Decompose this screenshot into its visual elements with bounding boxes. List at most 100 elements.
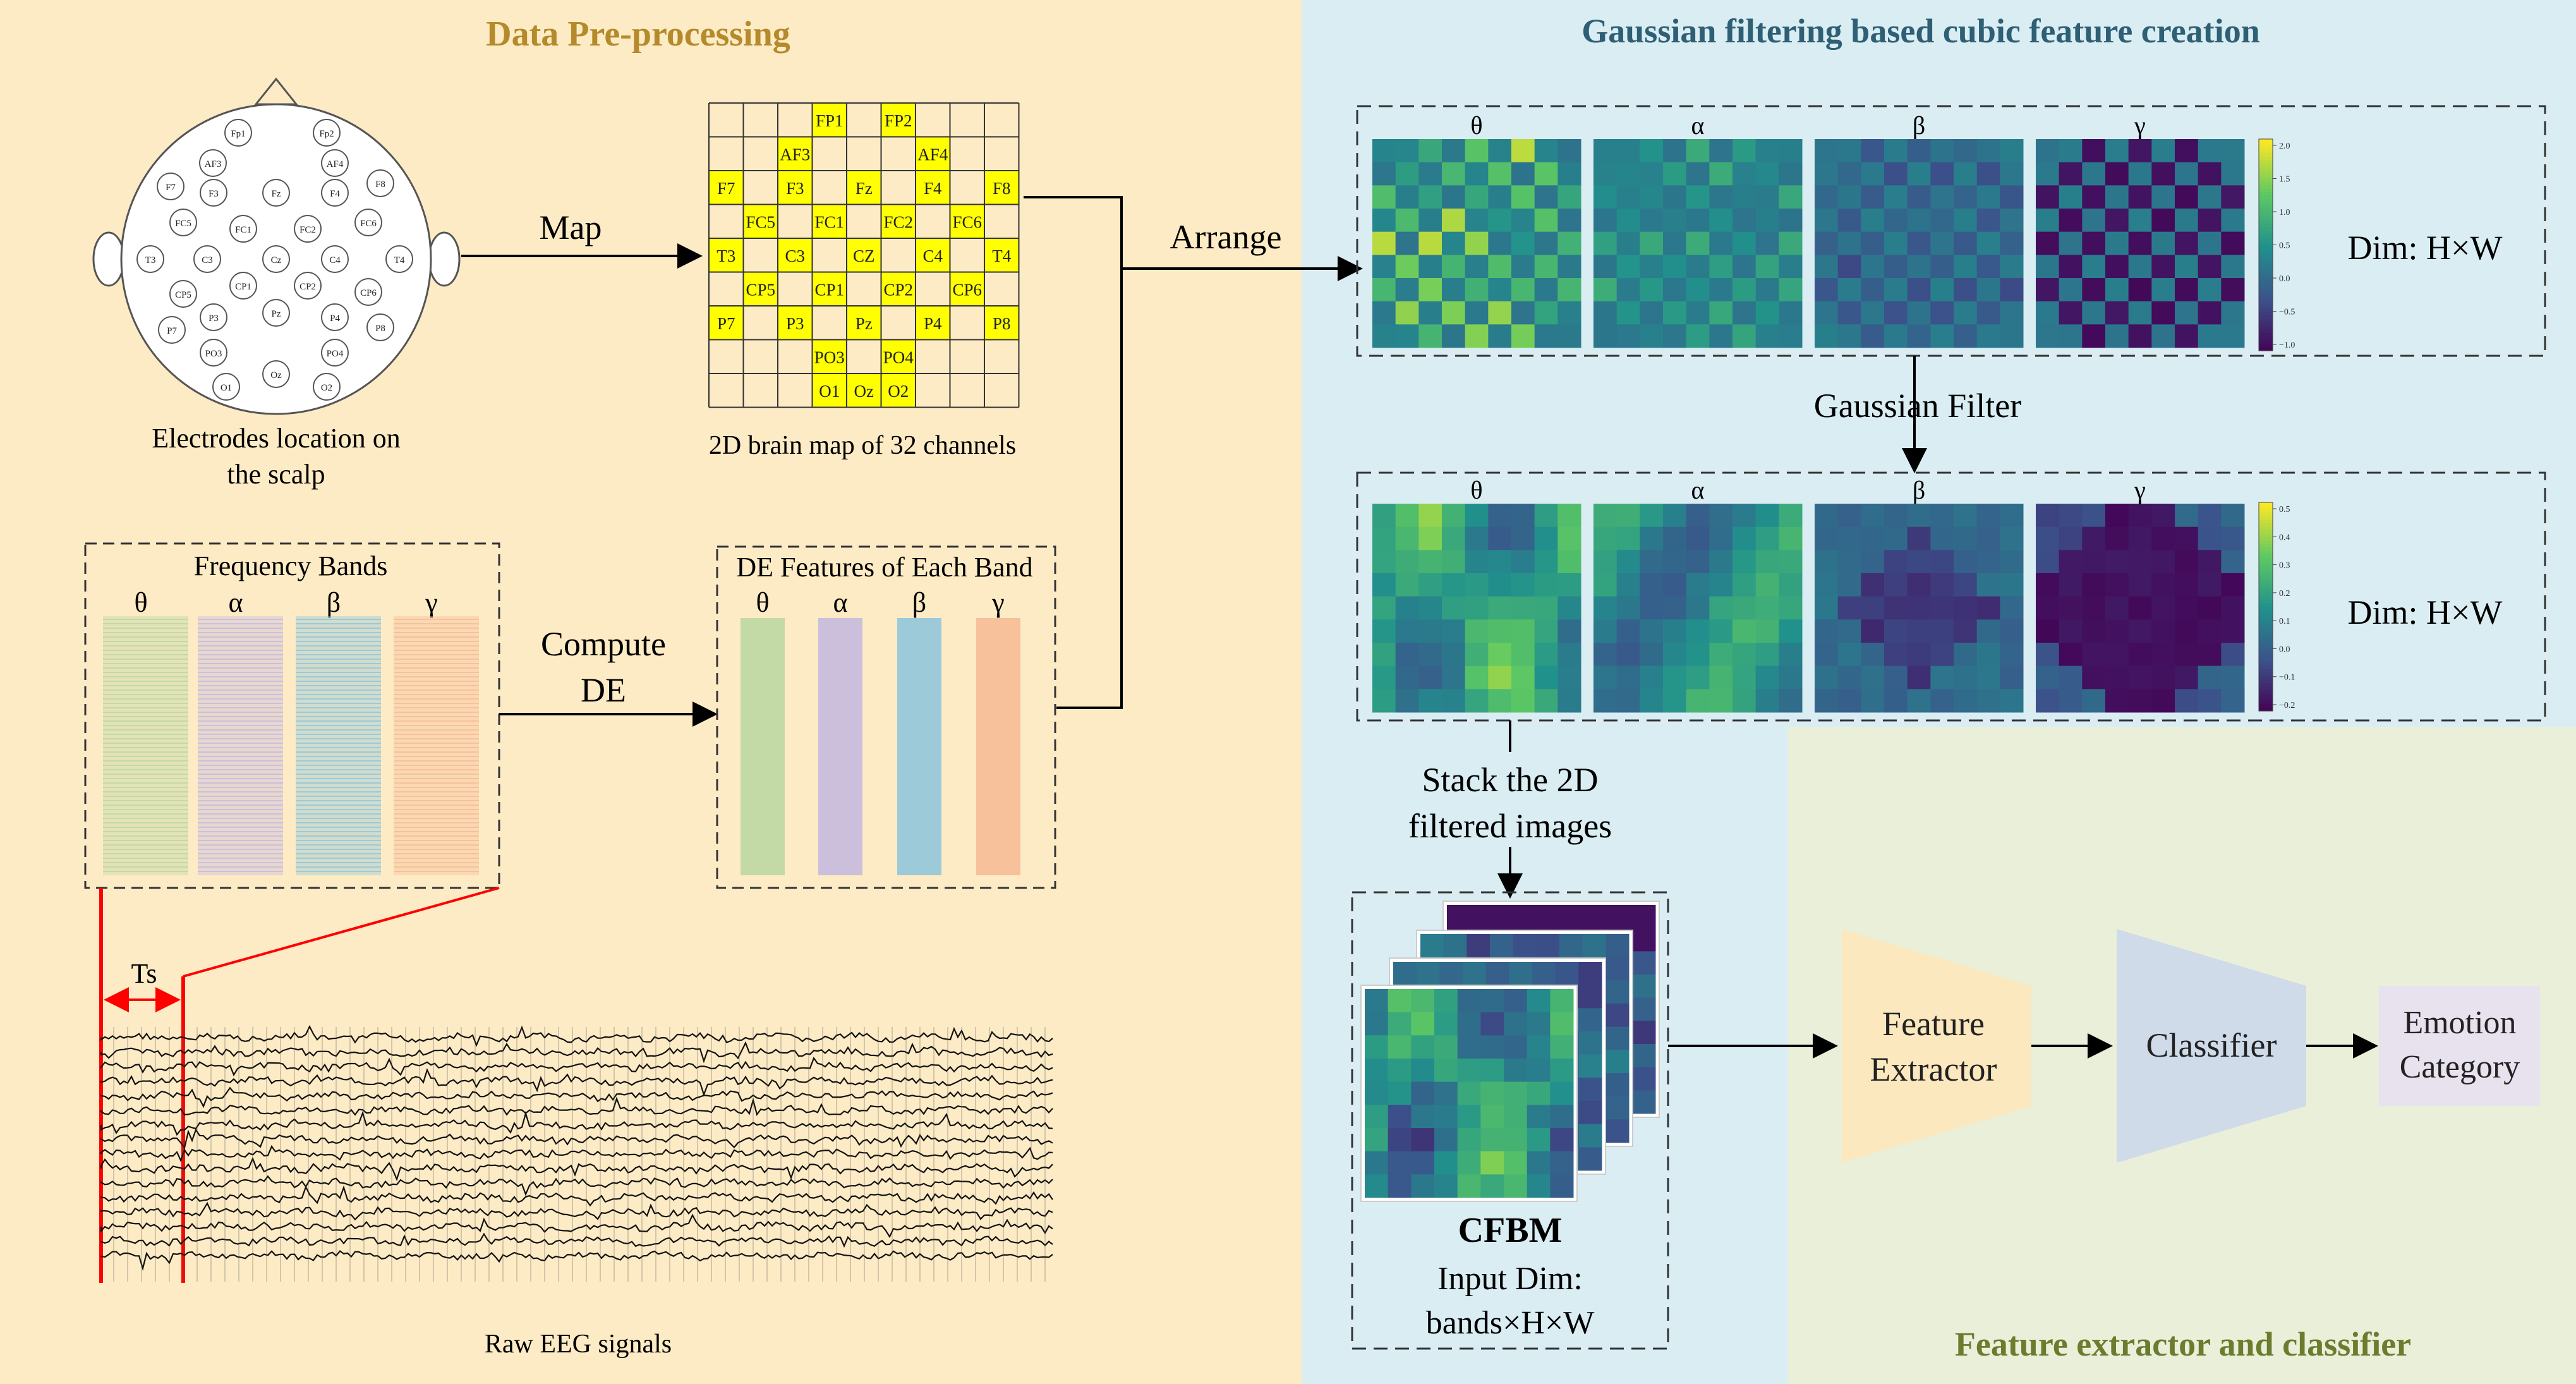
heatmap-cell [1732, 550, 1757, 574]
colorbar-segment [2259, 603, 2273, 607]
preprocessing-title: Data Pre-processing [486, 15, 790, 54]
colorbar-segment [2259, 614, 2273, 618]
colorbar-segment [2259, 191, 2273, 196]
heatmap-cell [1837, 209, 1861, 233]
heatmap-cell [1465, 526, 1489, 550]
heatmap-cell [1732, 596, 1757, 620]
grid-cell-label: FC2 [883, 212, 913, 231]
cfbm-cell [1578, 1008, 1602, 1032]
heatmap-cell [1709, 231, 1733, 255]
heatmap-cell [1709, 139, 1733, 163]
heatmap-cell [1837, 278, 1861, 302]
heatmap-cell [1815, 643, 1839, 667]
cfbm-cell [1550, 1128, 1574, 1152]
heatmap-cell [1755, 162, 1779, 186]
feature-extractor-shape [1842, 929, 2031, 1163]
cfbm-cell [1447, 905, 1471, 929]
electrode-label: Pz [272, 309, 281, 319]
heatmap-cell [1372, 689, 1396, 713]
heatmap-cell [1815, 324, 1839, 348]
grid-cell-label: P4 [924, 314, 942, 333]
heatmap-cell [2175, 596, 2199, 620]
heatmap-cell [1907, 665, 1931, 689]
colorbar-tick-label: 1.0 [2279, 208, 2290, 217]
heatmap-band-symbol: γ [2134, 111, 2146, 140]
cfbm-cell [1632, 1044, 1656, 1068]
electrode-label: P3 [209, 313, 219, 324]
heatmap-cell [1861, 231, 1885, 255]
heatmap-cell [1372, 139, 1396, 163]
heatmap-cell [1861, 301, 1885, 325]
heatmap-cell [2175, 573, 2199, 597]
heatmap-cell [1465, 185, 1489, 209]
heatmap-cell [1663, 643, 1687, 667]
grid-cell-label: PO4 [883, 348, 914, 367]
colorbar-segment [2259, 652, 2273, 656]
colorbar-segment [2259, 617, 2273, 621]
colorbar-segment [2259, 641, 2273, 646]
heatmap-cell [1837, 255, 1861, 279]
heatmap-cell [1511, 185, 1535, 209]
electrode-t4 [385, 245, 413, 273]
cfbm-cell [1605, 934, 1630, 958]
cfbm-cell [1582, 934, 1606, 958]
heatmap-cell [1976, 643, 2000, 667]
ts-label: Ts [131, 958, 157, 989]
heatmap-cell [1395, 255, 1419, 279]
colorbar-segment [2259, 308, 2273, 313]
heatmap-cell [2151, 596, 2175, 620]
heatmap-cell [2000, 209, 2024, 233]
heatmap-cell [1861, 139, 1885, 163]
heatmap-cell [1534, 573, 1558, 597]
heatmap-cell [1640, 278, 1664, 302]
heatmap-cell [1616, 573, 1640, 597]
heatmap-cell [1663, 209, 1687, 233]
heatmap-cell [2059, 255, 2083, 279]
electrode-label: Fp1 [231, 129, 245, 139]
heatmap-cell [2059, 185, 2083, 209]
heatmap-cell [1930, 255, 1954, 279]
electrode-label: Fz [272, 189, 281, 199]
heatmap-cell [1779, 255, 1803, 279]
heatmap-cell [1593, 255, 1618, 279]
heatmap-cell [1534, 665, 1558, 689]
heatmap-cell [1511, 301, 1535, 325]
heatmap-cell [2036, 573, 2060, 597]
heatmap-cell [1861, 665, 1885, 689]
electrode-cp2 [294, 272, 322, 300]
heatmap-cell [2000, 689, 2024, 713]
heatmap-cell [2128, 689, 2152, 713]
heatmap-cell [2151, 504, 2175, 528]
heatmap-cell [2000, 550, 2024, 574]
heatmap-cell [2151, 162, 2175, 186]
heatmap-cell [1837, 573, 1861, 597]
heatmap-cell [1465, 209, 1489, 233]
heatmap-cell [1907, 504, 1931, 528]
grid-cell-label: O1 [819, 382, 840, 401]
heatmap-cell [1488, 139, 1512, 163]
cfbm-cell [1434, 1174, 1458, 1198]
cfbm-cell [1532, 962, 1556, 986]
cfbm-cell [1516, 905, 1540, 929]
cfbm-cell [1632, 1067, 1656, 1091]
heatmap-cell [1815, 209, 1839, 233]
heatmap-band-symbol: γ [2134, 476, 2146, 504]
brain-map-grid: FP1 FP2 AF3 AF4 F7 F3 Fz F4 F8 FC5 FC1 FC2 FC6 T3 C3 CZ… [708, 102, 1020, 408]
de-band-symbol: γ [991, 587, 1004, 618]
heatmap-cell [2000, 255, 2024, 279]
heatmap-cell [2082, 550, 2106, 574]
heatmap-cell [2221, 278, 2245, 302]
colorbar-segment [2259, 516, 2273, 521]
heatmap-cell [2000, 504, 2024, 528]
colorbar-segment [2259, 621, 2273, 625]
colorbar-segment [2259, 686, 2273, 691]
emotion-line1: Emotion [2403, 1005, 2516, 1041]
grid-cell-af3 [778, 137, 813, 171]
heatmap-cell [1418, 619, 1442, 643]
heatmap-cell [1488, 526, 1512, 550]
grid-cell-c4 [916, 238, 950, 272]
heatmap-cell [1686, 665, 1710, 689]
heatmap-cell [1640, 619, 1664, 643]
heatmap-cell [2082, 643, 2106, 667]
heatmap-cell [1732, 139, 1757, 163]
